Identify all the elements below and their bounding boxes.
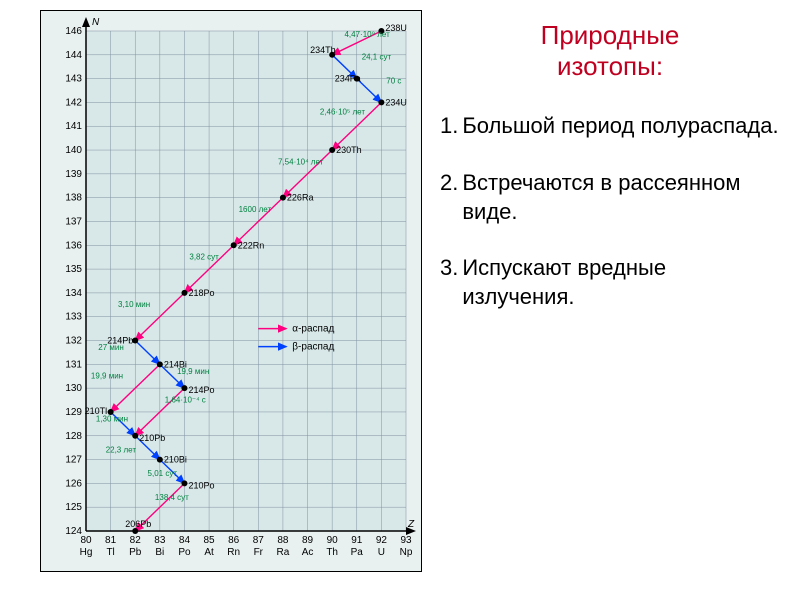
svg-text:3,82 сут: 3,82 сут <box>189 253 219 262</box>
svg-text:234Th: 234Th <box>310 45 336 55</box>
list-number: 1. <box>440 112 458 141</box>
svg-text:83: 83 <box>154 535 166 546</box>
panel-title: Природные изотопы: <box>440 20 780 82</box>
svg-text:7,54·10⁴ лет: 7,54·10⁴ лет <box>278 157 324 166</box>
svg-text:N: N <box>92 17 100 28</box>
svg-text:136: 136 <box>65 240 82 251</box>
title-line-2: изотопы: <box>557 51 663 81</box>
svg-text:129: 129 <box>65 407 82 418</box>
list-text: Большой период полураспада. <box>462 112 778 141</box>
list-text: Испускают вредные излучения. <box>462 254 780 311</box>
svg-text:210Bi: 210Bi <box>164 455 187 465</box>
svg-text:90: 90 <box>327 535 339 546</box>
svg-text:125: 125 <box>65 502 82 513</box>
svg-text:Hg: Hg <box>80 547 93 558</box>
svg-text:85: 85 <box>204 535 216 546</box>
svg-text:19,9 мин: 19,9 мин <box>177 367 209 376</box>
svg-text:132: 132 <box>65 336 82 347</box>
svg-text:24,1 сут: 24,1 сут <box>362 53 392 62</box>
svg-text:Tl: Tl <box>106 547 114 558</box>
svg-text:126: 126 <box>65 478 82 489</box>
svg-text:89: 89 <box>302 535 314 546</box>
svg-text:Np: Np <box>400 547 413 558</box>
svg-text:84: 84 <box>179 535 191 546</box>
svg-text:91: 91 <box>351 535 363 546</box>
svg-text:226Ra: 226Ra <box>287 193 314 203</box>
svg-text:5,01 сут: 5,01 сут <box>148 469 178 478</box>
svg-text:142: 142 <box>65 97 82 108</box>
svg-text:3,10 мин: 3,10 мин <box>118 300 150 309</box>
list-item: 2.Встречаются в рассеянном виде. <box>440 169 780 226</box>
svg-text:Bi: Bi <box>155 547 164 558</box>
list-item: 3.Испускают вредные излучения. <box>440 254 780 311</box>
svg-text:141: 141 <box>65 121 82 132</box>
svg-text:93: 93 <box>400 535 412 546</box>
svg-text:At: At <box>204 547 214 558</box>
svg-text:70 с: 70 с <box>386 76 401 85</box>
svg-text:210Po: 210Po <box>188 480 214 490</box>
svg-text:82: 82 <box>130 535 142 546</box>
list-number: 2. <box>440 169 458 226</box>
svg-text:222Rn: 222Rn <box>238 240 265 250</box>
svg-text:1600 лет: 1600 лет <box>239 205 272 214</box>
text-panel: Природные изотопы: 1.Большой период полу… <box>440 20 780 339</box>
svg-text:4,47·10⁹ лет: 4,47·10⁹ лет <box>344 30 390 39</box>
svg-text:234U: 234U <box>385 97 407 107</box>
svg-text:138,4 сут: 138,4 сут <box>155 493 189 502</box>
chart-svg: NZ12412512612712812913013113213313413513… <box>41 11 421 571</box>
svg-text:92: 92 <box>376 535 388 546</box>
svg-text:Th: Th <box>326 547 338 558</box>
svg-text:Rn: Rn <box>227 547 240 558</box>
svg-text:230Th: 230Th <box>336 145 362 155</box>
svg-text:22,3 лет: 22,3 лет <box>106 445 137 454</box>
svg-text:α-распад: α-распад <box>292 324 334 335</box>
svg-text:Fr: Fr <box>254 547 264 558</box>
svg-text:137: 137 <box>65 216 82 227</box>
svg-text:218Po: 218Po <box>188 288 214 298</box>
properties-list: 1.Большой период полураспада. 2.Встречаю… <box>440 112 780 311</box>
svg-text:206Pb: 206Pb <box>125 519 151 529</box>
svg-text:β-распад: β-распад <box>292 342 334 353</box>
decay-chart: NZ12412512612712812913013113213313413513… <box>40 10 422 572</box>
svg-text:1,64·10⁻⁴ с: 1,64·10⁻⁴ с <box>165 395 206 404</box>
svg-text:80: 80 <box>80 535 92 546</box>
list-item: 1.Большой период полураспада. <box>440 112 780 141</box>
svg-text:128: 128 <box>65 431 82 442</box>
svg-text:2,46·10⁵ лет: 2,46·10⁵ лет <box>320 107 366 116</box>
svg-text:133: 133 <box>65 312 82 323</box>
svg-text:234Pa: 234Pa <box>335 74 361 84</box>
svg-text:127: 127 <box>65 455 82 466</box>
svg-text:140: 140 <box>65 145 82 156</box>
svg-text:143: 143 <box>65 74 82 85</box>
svg-text:210Pb: 210Pb <box>139 433 165 443</box>
svg-text:144: 144 <box>65 50 82 61</box>
svg-text:Po: Po <box>178 547 191 558</box>
svg-text:Z: Z <box>407 519 415 530</box>
svg-text:19,9 мин: 19,9 мин <box>91 372 123 381</box>
svg-text:214Po: 214Po <box>188 385 214 395</box>
svg-text:87: 87 <box>253 535 265 546</box>
svg-text:Pb: Pb <box>129 547 142 558</box>
svg-text:1,30 мин: 1,30 мин <box>96 414 128 423</box>
svg-text:138: 138 <box>65 193 82 204</box>
svg-text:139: 139 <box>65 169 82 180</box>
svg-text:130: 130 <box>65 383 82 394</box>
svg-text:U: U <box>378 547 385 558</box>
list-number: 3. <box>440 254 458 311</box>
svg-text:88: 88 <box>277 535 289 546</box>
svg-text:86: 86 <box>228 535 240 546</box>
svg-text:27 мин: 27 мин <box>98 343 124 352</box>
svg-text:Ra: Ra <box>277 547 290 558</box>
svg-text:135: 135 <box>65 264 82 275</box>
svg-text:Ac: Ac <box>302 547 314 558</box>
svg-text:131: 131 <box>65 359 82 370</box>
svg-text:146: 146 <box>65 26 82 37</box>
svg-text:134: 134 <box>65 288 82 299</box>
title-line-1: Природные <box>541 20 680 50</box>
list-text: Встречаются в рассеянном виде. <box>462 169 780 226</box>
svg-text:81: 81 <box>105 535 117 546</box>
svg-text:Pa: Pa <box>351 547 364 558</box>
